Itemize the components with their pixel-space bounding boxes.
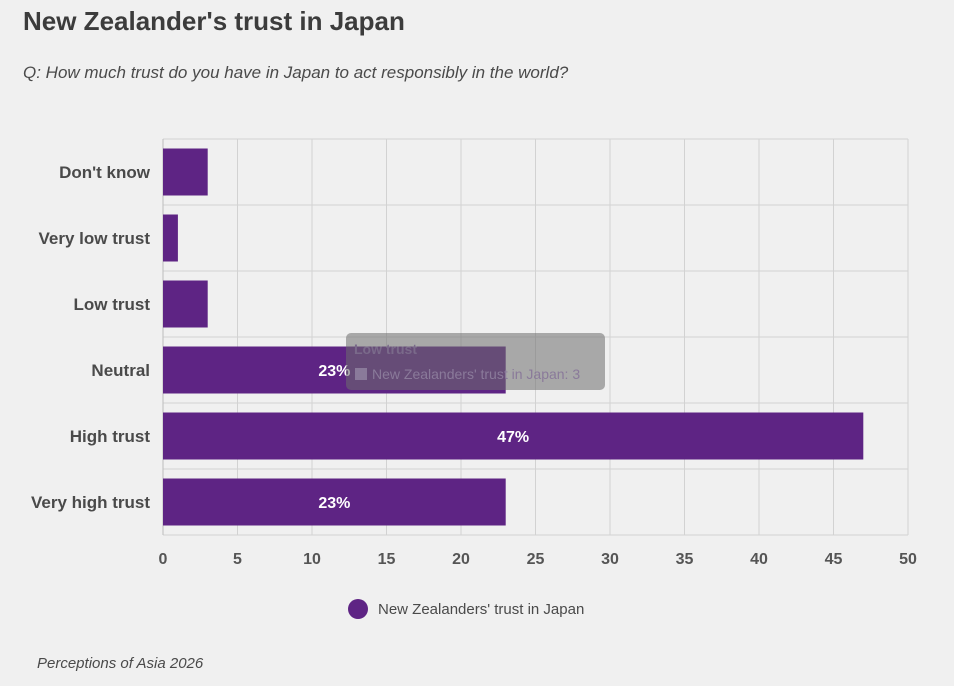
x-tick-label: 30 <box>601 551 619 568</box>
chart-subtitle: Q: How much trust do you have in Japan t… <box>23 63 569 82</box>
x-axis-ticks: 0 5 10 15 20 25 30 35 40 45 50 <box>159 551 917 568</box>
x-tick-label: 20 <box>452 551 470 568</box>
bar[interactable] <box>163 280 208 328</box>
category-label: High trust <box>70 427 151 446</box>
tooltip-swatch <box>355 368 367 380</box>
x-tick-label: 10 <box>303 551 321 568</box>
category-label: Very high trust <box>31 493 150 512</box>
x-tick-label: 25 <box>527 551 545 568</box>
chart-title: New Zealander's trust in Japan <box>23 6 405 36</box>
category-label: Low trust <box>74 295 151 314</box>
x-tick-label: 15 <box>378 551 396 568</box>
category-label: Don't know <box>59 163 151 182</box>
x-tick-label: 50 <box>899 551 917 568</box>
legend-label[interactable]: New Zealanders' trust in Japan <box>378 601 584 618</box>
x-tick-label: 5 <box>233 551 242 568</box>
legend-marker[interactable] <box>348 599 368 619</box>
data-label: 23% <box>318 495 350 512</box>
category-labels: Don't know Very low trust Low trust Neutral… <box>31 163 151 512</box>
source-caption: Perceptions of Asia 2026 <box>37 655 204 672</box>
data-label: 23% <box>318 363 350 380</box>
legend[interactable]: New Zealanders' trust in Japan <box>348 599 584 619</box>
tooltip-title: Low trust <box>354 341 417 357</box>
category-label: Very low trust <box>39 229 151 248</box>
x-tick-label: 35 <box>676 551 694 568</box>
bar[interactable] <box>163 148 208 196</box>
tooltip-box <box>346 333 605 390</box>
data-label: 47% <box>497 429 529 446</box>
category-label: Neutral <box>91 361 150 380</box>
x-tick-label: 40 <box>750 551 768 568</box>
x-tick-label: 0 <box>159 551 168 568</box>
bar[interactable] <box>163 214 178 262</box>
data-labels: 23% 47% 23% <box>318 363 529 512</box>
tooltip: Low trust New Zealanders' trust in Japan… <box>346 333 605 390</box>
x-tick-label: 45 <box>825 551 843 568</box>
tooltip-body: New Zealanders' trust in Japan: 3 <box>372 366 580 382</box>
bar[interactable] <box>163 412 864 460</box>
bar[interactable] <box>163 478 506 526</box>
